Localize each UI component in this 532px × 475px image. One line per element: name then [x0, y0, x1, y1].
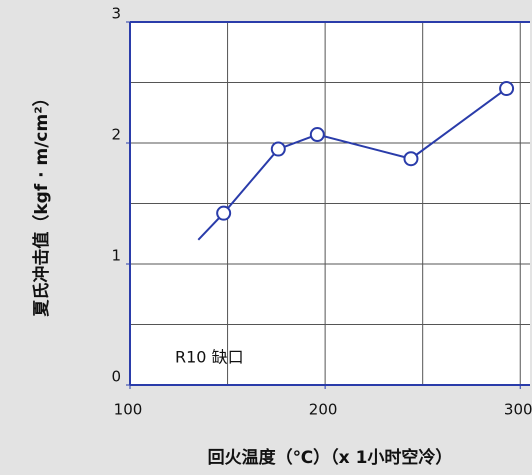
data-point	[499, 81, 515, 97]
y-axis-label: 夏氏冲击值（kgf · m/cm²）	[31, 89, 52, 316]
x-tick-label: 200	[309, 401, 338, 419]
y-tick-label: 3	[111, 5, 121, 23]
data-point	[270, 141, 286, 157]
x-axis-label: 回火温度（℃）（x 1小时空冷）	[208, 447, 453, 468]
y-tick-label: 2	[111, 126, 121, 144]
data-point	[309, 127, 325, 143]
x-tick-label: 300	[504, 401, 532, 419]
y-tick-label: 1	[111, 247, 121, 265]
annotation: R10 缺口	[175, 348, 244, 367]
x-tick-label: 100	[114, 401, 143, 419]
data-point	[403, 151, 419, 167]
data-point	[216, 205, 232, 221]
y-tick-label: 0	[111, 368, 121, 386]
